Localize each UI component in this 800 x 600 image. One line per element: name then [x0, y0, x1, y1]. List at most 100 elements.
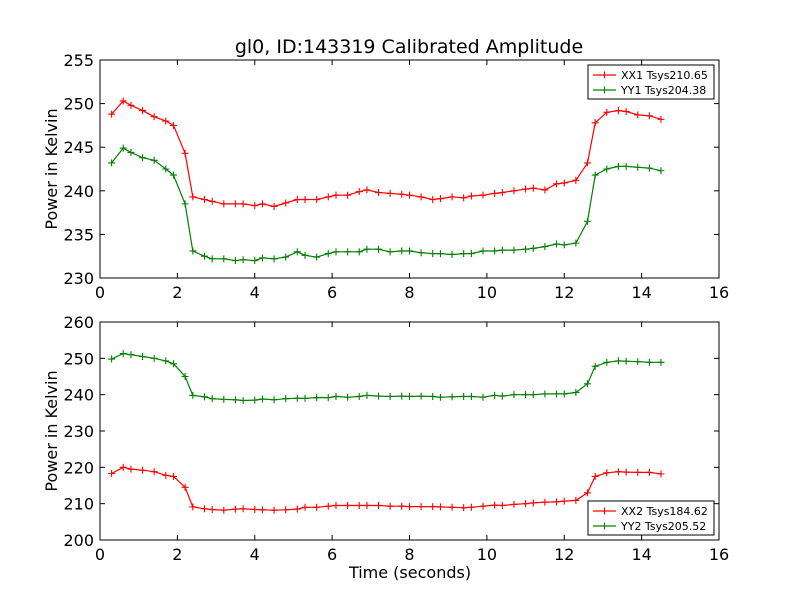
data-point — [479, 502, 487, 510]
data-point — [189, 193, 197, 201]
data-point — [324, 502, 332, 510]
y-tick-label: 250 — [63, 95, 94, 114]
data-point — [603, 358, 611, 366]
data-point — [398, 502, 406, 510]
data-point — [127, 101, 135, 109]
y-axis-label: Power in Kelvin — [42, 370, 61, 491]
data-point — [139, 154, 147, 162]
x-tick-label: 14 — [631, 283, 651, 302]
data-point — [591, 171, 599, 179]
data-point — [150, 354, 158, 362]
data-point — [258, 506, 266, 514]
data-point — [332, 248, 340, 256]
data-point — [634, 358, 642, 366]
data-point — [282, 395, 290, 403]
data-point — [363, 186, 371, 194]
data-point — [270, 396, 278, 404]
data-point — [181, 483, 189, 491]
legend-marker — [601, 86, 608, 94]
data-point — [541, 243, 549, 251]
data-point — [355, 501, 363, 509]
x-tick-label: 6 — [327, 283, 337, 302]
data-point — [119, 97, 127, 105]
data-point — [603, 469, 611, 477]
data-point — [355, 188, 363, 196]
data-point — [498, 501, 506, 509]
data-point — [293, 505, 301, 513]
data-point — [150, 468, 158, 476]
y-tick-label: 235 — [63, 225, 94, 244]
data-point — [313, 394, 321, 402]
data-point — [139, 107, 147, 115]
data-point — [258, 200, 266, 208]
data-point — [541, 186, 549, 194]
data-point — [529, 184, 537, 192]
data-point — [645, 112, 653, 120]
data-point — [491, 391, 499, 399]
data-point — [529, 244, 537, 252]
legend-label: YY2 Tsys205.52 — [620, 520, 706, 533]
data-point — [614, 107, 622, 115]
data-point — [491, 189, 499, 197]
data-point — [150, 156, 158, 164]
y-tick-label: 220 — [63, 458, 94, 477]
data-point — [634, 468, 642, 476]
data-point — [220, 395, 228, 403]
data-point — [522, 391, 530, 399]
data-point — [282, 199, 290, 207]
data-point — [386, 189, 394, 197]
data-point — [553, 498, 561, 506]
data-point — [657, 358, 665, 366]
x-tick-label: 12 — [554, 545, 574, 564]
data-point — [220, 255, 228, 263]
data-point — [251, 505, 259, 513]
data-point — [324, 394, 332, 402]
y-tick-label: 260 — [63, 313, 94, 332]
data-point — [355, 248, 363, 256]
legend-marker — [601, 507, 608, 515]
data-point — [270, 506, 278, 514]
legend-marker — [601, 71, 608, 79]
data-point — [220, 200, 228, 208]
data-point — [467, 192, 475, 200]
data-point — [170, 171, 178, 179]
data-point — [645, 468, 653, 476]
data-point — [231, 257, 239, 265]
series-line-xx1 — [111, 100, 662, 208]
x-tick-label: 2 — [172, 545, 182, 564]
data-point — [189, 247, 197, 255]
x-axis-label: Time (seconds) — [348, 563, 471, 582]
y-tick-label: 200 — [63, 531, 94, 550]
data-point — [572, 496, 580, 504]
data-point — [634, 163, 642, 171]
data-point — [127, 148, 135, 156]
data-point — [208, 255, 216, 263]
data-point — [560, 497, 568, 505]
data-point — [572, 388, 580, 396]
data-point — [657, 115, 665, 123]
data-point — [429, 250, 437, 258]
data-point — [498, 189, 506, 197]
y-tick-label: 240 — [63, 386, 94, 405]
data-point — [313, 253, 321, 261]
data-point — [657, 167, 665, 175]
data-point — [313, 196, 321, 204]
y-tick-label: 245 — [63, 138, 94, 157]
data-point — [522, 185, 530, 193]
plot-area — [108, 350, 665, 514]
data-point — [127, 465, 135, 473]
legend-label: XX1 Tsys210.65 — [621, 69, 708, 82]
data-point — [108, 110, 116, 118]
data-point — [498, 392, 506, 400]
data-point — [363, 245, 371, 253]
data-point — [406, 191, 413, 199]
x-tick-label: 16 — [709, 545, 729, 564]
legend-box — [587, 500, 715, 536]
data-point — [510, 187, 518, 195]
data-point — [170, 472, 178, 480]
data-point — [200, 252, 208, 260]
x-tick-label: 6 — [327, 545, 337, 564]
data-point — [375, 245, 383, 253]
data-point — [398, 392, 406, 400]
data-point — [460, 504, 468, 512]
